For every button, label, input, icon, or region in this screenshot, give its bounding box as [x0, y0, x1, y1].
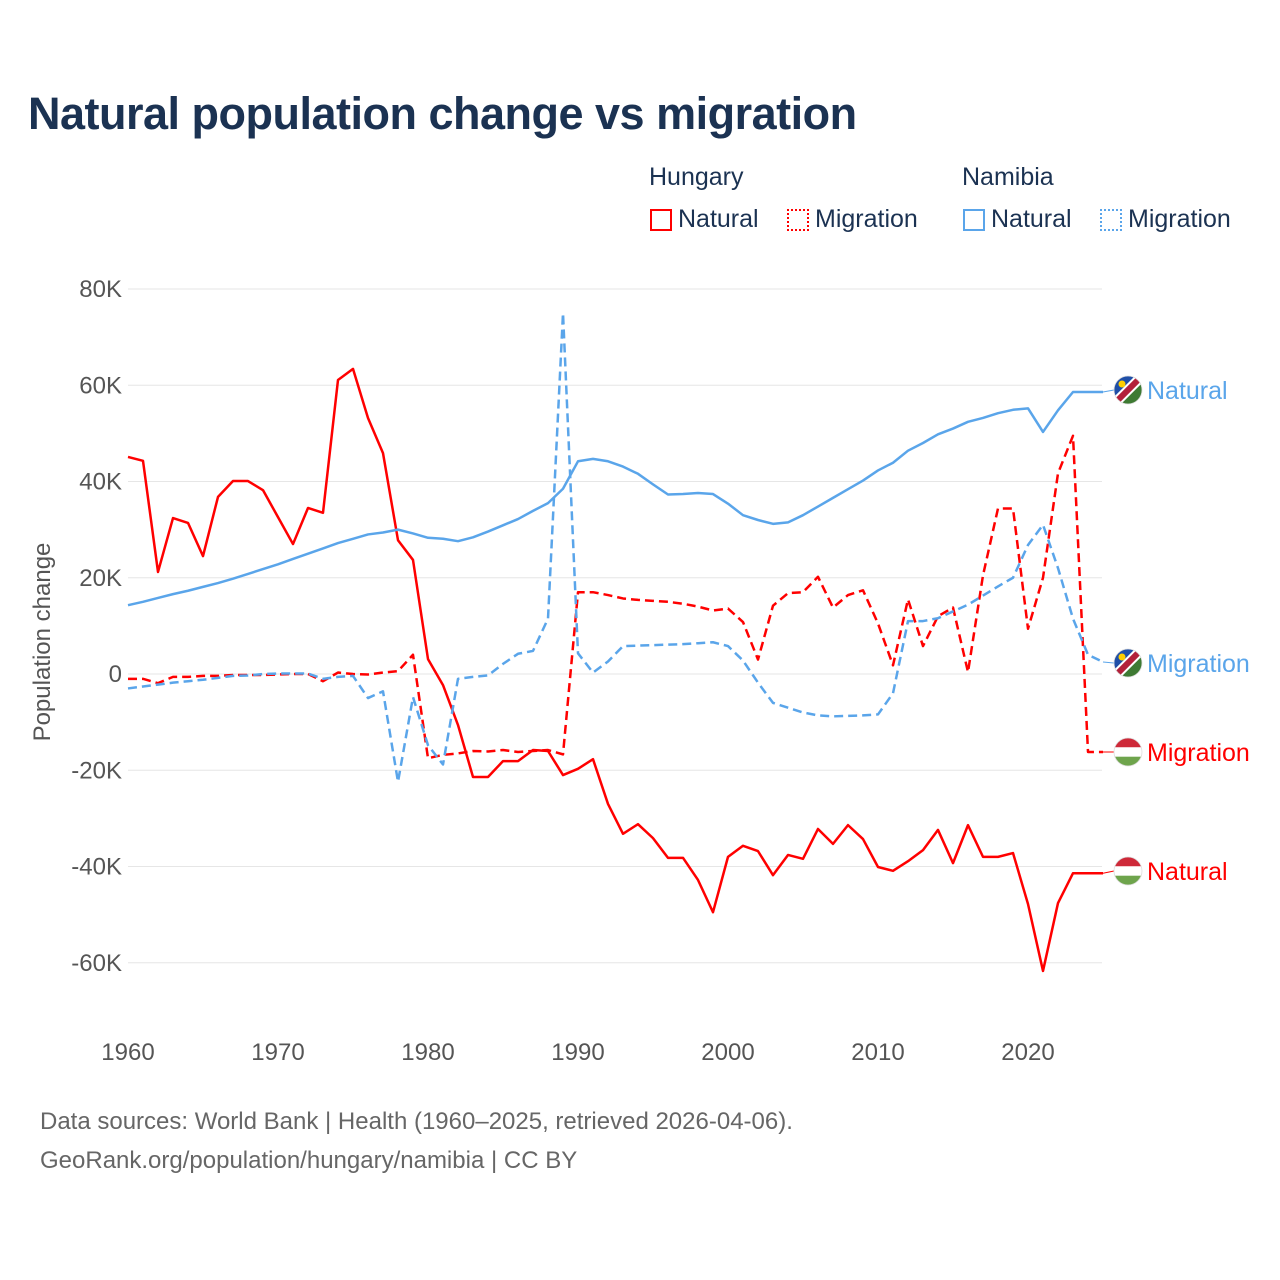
hungary-flag-icon [1113, 856, 1143, 886]
flag-sun [1118, 653, 1126, 661]
y-tick-label: 80K [79, 276, 122, 303]
flag-border [1113, 856, 1143, 886]
flag-stripe [1114, 866, 1142, 876]
legend-label: Migration [1128, 205, 1231, 233]
legend-group-hungary: Hungary [649, 163, 744, 191]
legend-swatch-dotted-icon [1100, 208, 1122, 231]
x-tick-label: 2010 [851, 1039, 904, 1066]
flag-sun [1118, 380, 1126, 388]
series-lines [127, 311, 1104, 973]
y-tick-label: -60K [71, 950, 122, 977]
y-tick-label: 40K [79, 469, 122, 496]
legend-namibia-migration[interactable]: Migration [1100, 205, 1231, 234]
flag-stripe [1114, 756, 1142, 766]
end-label-namibia-migration: Migration [1147, 650, 1250, 678]
x-tick-label: 2000 [701, 1039, 754, 1066]
y-axis-label: Population change [29, 543, 56, 742]
flag-stripe [1114, 875, 1142, 885]
end-labels: Natural Migration Natural Migration [1102, 375, 1250, 886]
x-axis-ticks: 1960 1970 1980 1990 2000 2010 2020 [101, 1039, 1054, 1066]
y-tick-label: 60K [79, 372, 122, 399]
x-tick-label: 1980 [401, 1039, 454, 1066]
chart-title: Natural population change vs migration [28, 88, 857, 139]
legend-swatch-solid-icon [963, 208, 985, 231]
legend-label: Natural [991, 205, 1072, 233]
footer-credit: GeoRank.org/population/hungary/namibia |… [40, 1147, 578, 1174]
y-axis-ticks: 80K 60K 40K 20K 0 -20K -40K -60K [71, 276, 122, 977]
flag-stripe [1114, 747, 1142, 757]
legend-group-namibia: Namibia [962, 163, 1054, 191]
legend-hungary-natural[interactable]: Natural [650, 205, 759, 234]
flag-clip [1114, 857, 1142, 885]
hungary-flag-icon [1113, 737, 1143, 767]
series-hungary-natural [127, 367, 1103, 973]
flag-stripe [1114, 857, 1142, 867]
legend-label: Natural [678, 205, 759, 233]
legend-hungary-migration[interactable]: Migration [787, 205, 918, 234]
flag-band [1114, 376, 1142, 404]
flag-clip [1114, 738, 1142, 766]
legend-swatch-solid-icon [650, 208, 672, 231]
label-connector [1102, 870, 1115, 874]
flag-border [1113, 648, 1143, 678]
end-label-hungary-migration: Migration [1147, 739, 1250, 767]
flag-band [1114, 649, 1142, 677]
x-tick-label: 1960 [101, 1039, 154, 1066]
x-tick-label: 2020 [1001, 1039, 1054, 1066]
flag-clip [1114, 649, 1142, 677]
end-label-hungary-natural: Natural [1147, 858, 1228, 886]
legend-swatch-dotted-icon [787, 208, 809, 231]
namibia-flag-icon [1113, 648, 1143, 678]
y-tick-label: -20K [71, 757, 122, 784]
legend-label: Migration [815, 205, 918, 233]
legend-namibia-natural[interactable]: Natural [963, 205, 1072, 234]
y-tick-label: -40K [71, 854, 122, 881]
label-connector [1102, 389, 1115, 393]
series-namibia-natural [127, 390, 1103, 607]
label-connector [1102, 661, 1115, 664]
series-hungary-migration [128, 434, 1103, 760]
end-label-namibia-natural: Natural [1147, 377, 1228, 405]
y-tick-label: 20K [79, 565, 122, 592]
grid-lines [128, 288, 1102, 964]
namibia-flag-icon [1113, 375, 1143, 405]
y-tick-label: 0 [109, 661, 122, 688]
x-tick-label: 1990 [551, 1039, 604, 1066]
flag-stripe [1114, 738, 1142, 748]
flag-border [1113, 375, 1143, 405]
flag-border [1113, 737, 1143, 767]
series-namibia-migration [127, 311, 1104, 784]
x-tick-label: 1970 [251, 1039, 304, 1066]
flag-clip [1114, 376, 1142, 404]
footer-sources: Data sources: World Bank | Health (1960–… [40, 1108, 793, 1135]
